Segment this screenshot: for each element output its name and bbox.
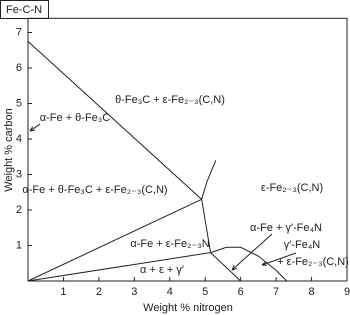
title-box [0, 0, 49, 19]
y-tick-label: 2 [16, 204, 22, 216]
x-tick-label: 5 [202, 286, 208, 298]
region-label: ε-Fe₂₋₃(C,N) [261, 182, 323, 194]
x-tick-label: 1 [60, 286, 66, 298]
x-tick-label: 3 [131, 286, 137, 298]
arrow-head [261, 261, 268, 266]
x-tick-label: 7 [273, 286, 279, 298]
arrow [29, 123, 41, 132]
region-label: α + ε + γ′ [140, 264, 184, 276]
x-tick-label: 9 [344, 286, 350, 298]
region-label: α-Fe + ε-Fe₂₋₃N [130, 238, 209, 250]
phase-boundary [210, 246, 288, 282]
arrow [261, 252, 297, 266]
y-tick-label: 3 [16, 168, 22, 180]
y-axis-label: Weight % carbon [3, 108, 15, 192]
region-label: γ′-Fe₄N [284, 239, 321, 251]
phase-boundary [27, 41, 203, 200]
plot-frame [27, 17, 348, 282]
y-tick-label: 6 [16, 62, 22, 74]
phase-boundary [201, 199, 212, 253]
y-tick-label: 4 [16, 133, 22, 145]
region-label: θ-Fe₃C + ε-Fe₂₋₃(C,N) [115, 94, 225, 106]
region-label: α-Fe + θ-Fe₃C [40, 112, 110, 124]
x-axis-label: Weight % nitrogen [143, 302, 233, 314]
y-tick-label: 7 [16, 26, 22, 38]
phase-boundary [201, 160, 217, 200]
x-tick-label: 6 [238, 286, 244, 298]
arrow-head [231, 265, 237, 271]
y-tick-label: 5 [16, 97, 22, 109]
region-label: α-Fe + θ-Fe₃C + ε-Fe₂₋₃(C,N) [22, 184, 167, 196]
arrow-head [29, 126, 35, 132]
y-tick-label: 1 [16, 239, 22, 251]
x-tick-label: 4 [167, 286, 173, 298]
region-label: + ε-Fe₂₋₃(C,N) [277, 256, 349, 268]
chart-title: Fe-C-N [6, 4, 42, 16]
phase-boundary [27, 198, 202, 282]
region-label: α-Fe + γ′-Fe₄N [250, 222, 322, 234]
x-tick-label: 2 [96, 286, 102, 298]
phase-boundary [27, 252, 242, 282]
arrow [231, 233, 273, 271]
x-tick-label: 8 [308, 286, 314, 298]
